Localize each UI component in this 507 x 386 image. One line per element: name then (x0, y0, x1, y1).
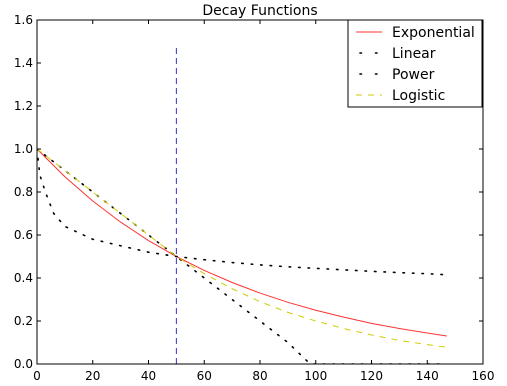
y-tick-label: 1.4 (14, 56, 33, 70)
x-tick-label: 120 (360, 369, 383, 383)
x-tick-label: 20 (85, 369, 100, 383)
x-tick-label: 60 (197, 369, 212, 383)
series-line-power (37, 148, 448, 276)
legend-label-logistic: Logistic (392, 88, 445, 104)
y-tick-label: 0.2 (14, 314, 33, 328)
legend-box (347, 19, 483, 108)
y-tick-label: 1.6 (14, 13, 33, 27)
y-tick-label: 0.6 (14, 228, 33, 242)
series-line-logistic (37, 148, 447, 348)
x-tick-label: 40 (141, 369, 156, 383)
y-tick-label: 0.8 (14, 185, 33, 199)
axis-ticks: 0 20 40 60 80 100 120 140 160 0.0 0.2 0.4 0.6 0.8 1.0 1… (14, 13, 495, 383)
series-line-linear (37, 148, 448, 364)
legend: Exponential Linear Power Logistic (347, 19, 483, 108)
y-tick-label: 0.4 (14, 271, 33, 285)
x-tick-label: 0 (33, 369, 41, 383)
x-tick-label: 160 (472, 369, 495, 383)
y-tick-label: 1.0 (14, 142, 33, 156)
legend-label-power: Power (392, 67, 435, 83)
x-tick-label: 100 (304, 369, 327, 383)
y-tick-label: 0.0 (14, 357, 33, 371)
x-tick-label: 80 (252, 369, 267, 383)
series-line-exponential (37, 148, 447, 337)
y-tick-label: 1.2 (14, 99, 33, 113)
x-tick-label: 140 (416, 369, 439, 383)
legend-label-exponential: Exponential (392, 25, 475, 41)
chart-title: Decay Functions (202, 3, 317, 19)
legend-label-linear: Linear (392, 46, 436, 62)
